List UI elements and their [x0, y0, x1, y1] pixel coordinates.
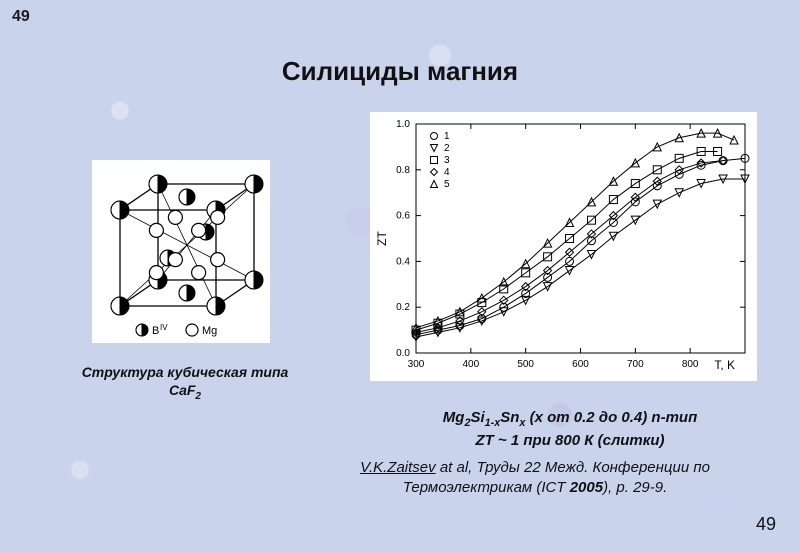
svg-text:1.0: 1.0 — [396, 119, 410, 130]
caption-span: Mg — [443, 409, 465, 426]
caption-sub: 1-x — [485, 417, 501, 429]
citation: V.K.Zaitsev at al, Труды 22 Межд. Конфер… — [295, 458, 775, 497]
svg-text:600: 600 — [572, 359, 589, 370]
page-number-top: 49 — [12, 8, 30, 26]
structure-caption-formula: CaF — [169, 382, 195, 398]
svg-text:3: 3 — [444, 155, 450, 166]
structure-caption-sub: 2 — [195, 390, 201, 401]
chart-caption-line1: Mg2Si1-xSnx (x от 0.2 до 0.4) n-тип — [370, 408, 770, 431]
svg-text:T, K: T, K — [714, 358, 735, 372]
svg-text:300: 300 — [408, 359, 425, 370]
svg-text:700: 700 — [627, 359, 644, 370]
caption-span: Sn — [500, 409, 519, 426]
svg-text:4: 4 — [444, 167, 450, 178]
svg-text:IV: IV — [160, 323, 168, 332]
svg-text:500: 500 — [517, 359, 534, 370]
svg-text:B: B — [152, 325, 159, 337]
svg-text:800: 800 — [682, 359, 699, 370]
svg-text:5: 5 — [444, 179, 450, 190]
svg-text:2: 2 — [444, 143, 450, 154]
citation-author: V.K.Zaitsev — [360, 459, 436, 476]
slide-title: Силициды магния — [0, 56, 800, 87]
svg-text:0.2: 0.2 — [396, 302, 410, 313]
structure-caption-line1: Структура кубическая типа — [82, 364, 289, 380]
svg-text:400: 400 — [462, 359, 479, 370]
chart-caption-line2: ZT ~ 1 при 800 К (слитки) — [370, 432, 770, 449]
citation-text: ), p. 29-9. — [603, 479, 667, 496]
structure-diagram: BIV Mg — [92, 160, 270, 343]
svg-text:0.4: 0.4 — [396, 256, 410, 267]
svg-text:0.8: 0.8 — [396, 165, 410, 176]
page-number-bottom: 49 — [756, 514, 776, 535]
svg-text:ZT: ZT — [375, 231, 389, 246]
zt-chart: 0.0 0.2 0.4 0.6 0.8 1.0 300 400 500 600 700 800 T, K… — [370, 112, 757, 381]
svg-text:1: 1 — [444, 131, 450, 142]
svg-text:Mg: Mg — [202, 325, 217, 337]
caption-span: Si — [470, 409, 484, 426]
structure-caption: Структура кубическая типа CaF2 — [70, 364, 300, 403]
caption-span: (x от 0.2 до 0.4) n-тип — [525, 409, 697, 426]
svg-text:0.6: 0.6 — [396, 211, 410, 222]
svg-text:0.0: 0.0 — [396, 348, 410, 359]
citation-year: 2005 — [570, 479, 603, 496]
